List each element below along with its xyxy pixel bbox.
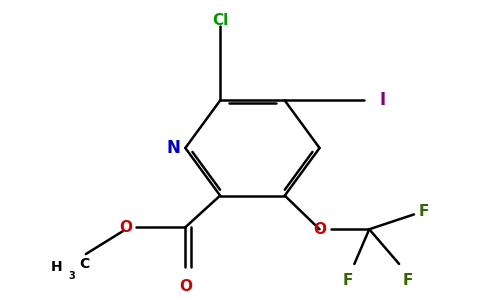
Text: O: O — [120, 220, 133, 235]
Text: H: H — [50, 260, 62, 274]
Text: Cl: Cl — [212, 13, 228, 28]
Text: O: O — [313, 222, 326, 237]
Text: I: I — [379, 92, 385, 110]
Text: F: F — [403, 273, 413, 288]
Text: F: F — [419, 204, 429, 219]
Text: 3: 3 — [68, 271, 75, 281]
Text: N: N — [166, 139, 181, 157]
Text: F: F — [342, 273, 352, 288]
Text: C: C — [79, 257, 89, 271]
Text: O: O — [179, 279, 192, 294]
